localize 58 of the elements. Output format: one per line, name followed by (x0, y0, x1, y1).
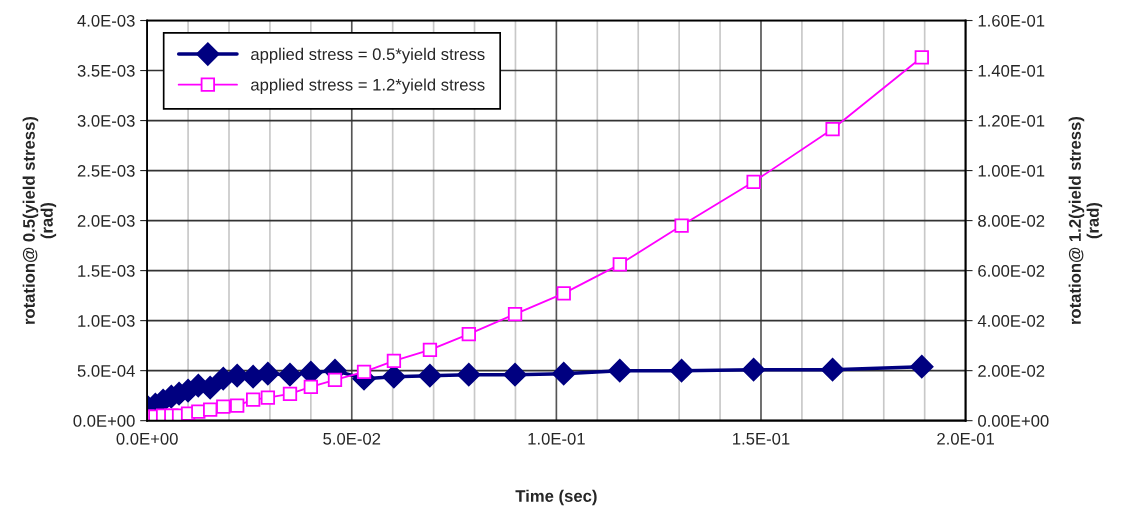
legend-label: applied stress = 1.2*yield stress (251, 78, 485, 94)
y2-tick-label: 1.20E-01 (978, 114, 1045, 127)
y2-axis-title: rotation@ 1.2(yield stress) (rad) (1068, 116, 1103, 324)
point (418, 363, 442, 388)
point (282, 386, 298, 402)
y-tick-label: 0.0E+00 (73, 415, 135, 427)
y-tick-label: 3.0E-03 (77, 114, 135, 127)
x-tick-label: 5.0E-02 (323, 432, 381, 445)
point (356, 364, 372, 380)
y2-tick-label: 8.00E-02 (978, 214, 1045, 227)
y-tick-label: 4.0E-03 (77, 14, 135, 27)
point (910, 354, 934, 379)
x-tick-label: 2.0E-01 (937, 432, 994, 445)
point (230, 398, 245, 413)
x-tick-label: 1.5E-01 (733, 432, 790, 445)
point (507, 306, 523, 322)
point (552, 361, 576, 386)
x-axis-title: Time (sec) (515, 489, 597, 506)
point (303, 379, 319, 395)
x-tick-label: 1.0E-01 (528, 432, 585, 445)
y-tick-label: 2.0E-03 (77, 214, 135, 227)
point (556, 286, 571, 301)
x-tick-label: 0.0E+00 (116, 432, 178, 445)
y2-tick-label: 1.60E-01 (978, 14, 1045, 27)
y-tick-label: 1.0E-03 (78, 315, 135, 327)
point (825, 121, 840, 137)
y-tick-label: 2.5E-03 (77, 164, 135, 177)
point (256, 361, 280, 386)
point (820, 357, 845, 382)
point (746, 174, 761, 189)
point (741, 357, 766, 382)
y2-tick-label: 1.40E-01 (978, 64, 1045, 77)
point (245, 392, 261, 407)
y-axis-title: rotation@ 0.5(yield stress) (rad) (22, 116, 57, 324)
y-tick-label: 1.5E-03 (78, 265, 135, 277)
point (612, 257, 627, 272)
legend-label: applied stress = 0.5*yield stress (251, 47, 485, 64)
point (216, 399, 231, 414)
point (503, 362, 527, 387)
point (608, 358, 632, 383)
y2-tick-label: 6.00E-02 (978, 265, 1045, 277)
y-tick-label: 5.0E-04 (77, 365, 135, 377)
point (260, 390, 276, 405)
point (278, 362, 302, 387)
point (386, 353, 402, 369)
point (203, 402, 218, 417)
point (327, 372, 343, 388)
y-tick-label: 3.5E-03 (77, 64, 135, 77)
point (914, 50, 929, 65)
point (461, 326, 476, 342)
y2-tick-label: 0.00E+00 (978, 415, 1049, 427)
y2-tick-label: 4.00E-02 (977, 315, 1045, 327)
point (669, 358, 694, 383)
point (422, 342, 438, 358)
point (457, 362, 481, 387)
point (674, 218, 689, 233)
y2-tick-label: 2.00E-02 (978, 365, 1045, 377)
y2-tick-label: 1.00E-01 (978, 164, 1045, 177)
